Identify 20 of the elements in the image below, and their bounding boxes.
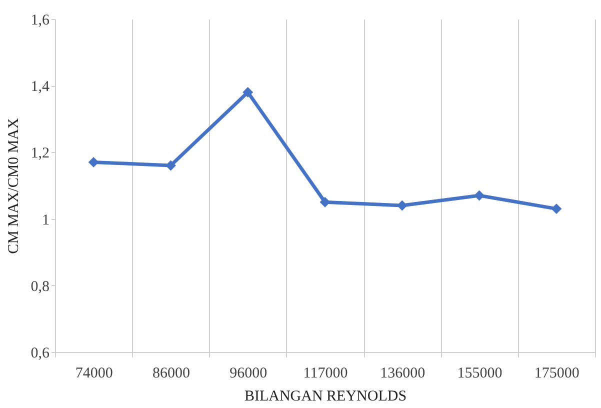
x-tick-label: 96000 bbox=[230, 366, 268, 382]
point bbox=[474, 190, 485, 201]
y-tick-label: 1,4 bbox=[30, 79, 50, 96]
point bbox=[320, 196, 330, 208]
x-tick-label: 175000 bbox=[534, 366, 580, 382]
y-tick-label: 0,6 bbox=[30, 346, 50, 362]
point bbox=[88, 156, 99, 168]
x-tick-label: 155000 bbox=[457, 366, 502, 382]
point bbox=[551, 204, 562, 214]
x-tick-label: 117000 bbox=[303, 366, 348, 382]
x-tick-label: 74000 bbox=[75, 366, 113, 382]
y-tick-label: 1,6 bbox=[30, 12, 50, 28]
x-tick-label: 86000 bbox=[152, 366, 190, 382]
x-axis-title: BILANGAN REYNOLDS bbox=[244, 388, 407, 404]
x-tick-label: 136000 bbox=[380, 366, 426, 382]
y-tick-label: 1 bbox=[42, 212, 50, 228]
y-tick-label: 0,8 bbox=[30, 278, 50, 295]
point bbox=[242, 87, 254, 98]
y-tick-label: 1,2 bbox=[30, 146, 50, 162]
y-axis-title: CM MAX/CM0 MAX bbox=[6, 118, 22, 254]
